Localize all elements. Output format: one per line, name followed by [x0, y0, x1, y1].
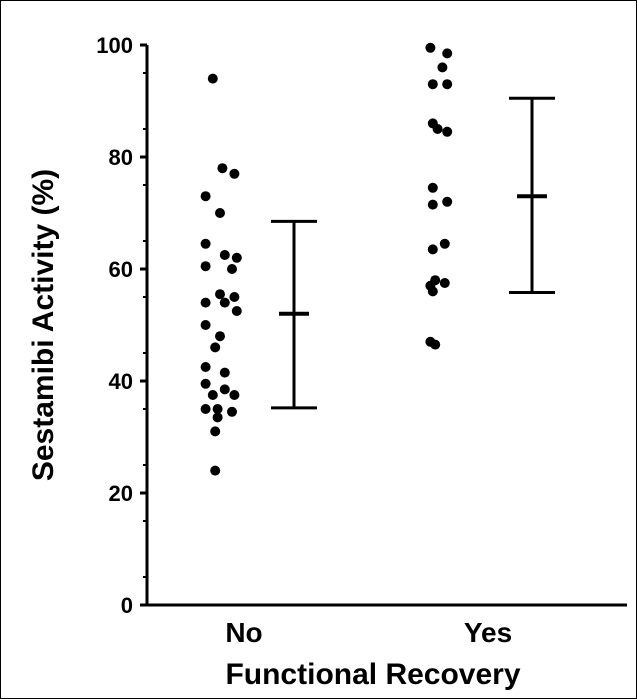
data-point: [219, 384, 230, 395]
data-point: [229, 168, 240, 179]
data-point: [215, 289, 225, 300]
axes: [145, 45, 627, 607]
data-point: [200, 378, 211, 389]
data-point: [229, 390, 240, 400]
y-ticks: [140, 43, 147, 607]
y-tick-label: 20: [109, 481, 133, 506]
data-point: [442, 126, 453, 137]
data-point: [212, 412, 223, 423]
data-point: [437, 62, 448, 73]
data-point: [219, 250, 230, 260]
data-point: [432, 124, 443, 134]
data-point: [227, 264, 237, 274]
data-point: [200, 191, 211, 202]
data-point: [439, 238, 450, 249]
data-point: [207, 73, 218, 84]
error-bars: [271, 96, 555, 410]
data-point: [439, 278, 450, 288]
data-point: [210, 465, 221, 476]
category-labels: No Yes: [225, 617, 512, 648]
data-point: [210, 342, 221, 353]
data-point: [215, 208, 225, 218]
data-point: [231, 252, 242, 263]
data-point: [200, 404, 211, 414]
data-point: [427, 199, 438, 210]
data-point: [442, 196, 453, 207]
data-point: [427, 182, 438, 193]
y-tick-label: 80: [109, 145, 133, 170]
y-tick-label: 40: [109, 369, 133, 394]
data-point: [227, 406, 237, 417]
data-point: [215, 331, 225, 342]
data-point: [229, 292, 240, 302]
x-axis-title: Functional Recovery: [225, 658, 520, 691]
data-point: [200, 320, 211, 330]
data-point: [210, 426, 221, 437]
data-point: [200, 297, 211, 308]
data-point: [427, 79, 438, 90]
data-points: [200, 42, 453, 476]
y-axis-title: Sestamibi Activity (%): [27, 169, 60, 481]
data-point: [200, 362, 211, 372]
data-point: [212, 404, 223, 414]
data-point: [219, 367, 230, 378]
data-point: [427, 286, 438, 297]
data-point: [217, 163, 228, 174]
y-tick-labels: 0 20 40 60 80 100: [96, 33, 133, 618]
data-point: [425, 42, 436, 53]
y-tick-label: 100: [96, 33, 133, 58]
data-point: [207, 390, 218, 400]
data-point: [200, 238, 211, 249]
category-label-no: No: [225, 617, 262, 648]
y-tick-label: 60: [109, 257, 133, 282]
y-tick-label: 0: [121, 593, 133, 618]
data-point: [430, 339, 441, 350]
data-point: [231, 306, 242, 316]
category-label-yes: Yes: [464, 617, 512, 648]
data-point: [200, 261, 211, 272]
data-point: [219, 297, 230, 308]
data-point: [442, 48, 453, 59]
data-point: [427, 244, 438, 255]
data-point: [442, 79, 453, 90]
